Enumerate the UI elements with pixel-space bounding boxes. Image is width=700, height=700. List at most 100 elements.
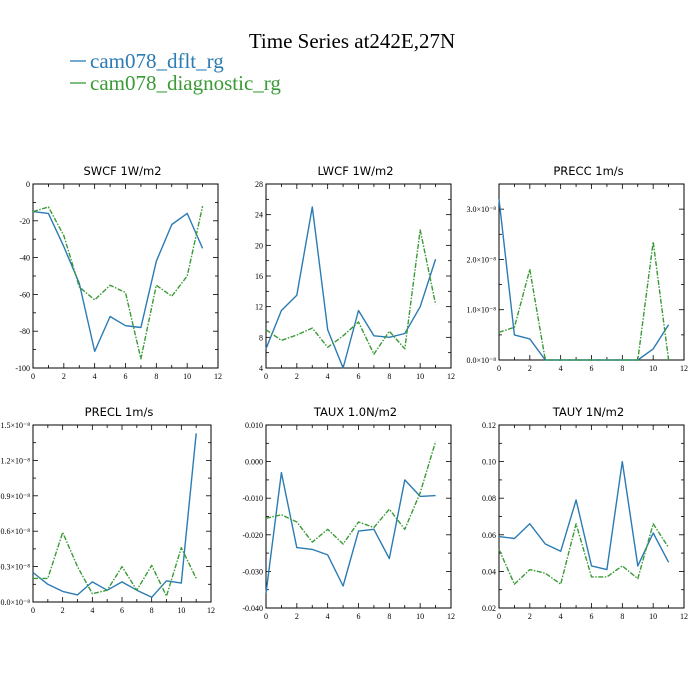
- y-tick-label: 0.06: [482, 531, 496, 540]
- y-tick-label: 28: [255, 180, 263, 189]
- x-tick-label: 2: [295, 372, 299, 381]
- x-tick-label: 4: [93, 372, 97, 381]
- y-tick-label: 0.6×10⁻⁸: [0, 527, 30, 536]
- panel-title-tauy: TAUY 1N/m2: [552, 405, 624, 419]
- y-tick-label: 0.010: [245, 421, 263, 430]
- y-tick-label: -80: [19, 327, 30, 336]
- panel-tauy: TAUY 1N/m2 0 2 4 6 8 10 12 0.12 0.10 0.08 0.06 0.04 0…: [482, 405, 688, 621]
- x-tick-label: 10: [416, 372, 424, 381]
- x-tick-label: 0: [264, 612, 268, 621]
- x-tick-label: 4: [326, 372, 330, 381]
- x-tick-label: 12: [447, 372, 455, 381]
- legend-label-diagnostic: cam078_diagnostic_rg: [90, 71, 281, 95]
- y-tick-label: 0.12: [482, 421, 496, 430]
- panel-title-precl: PRECL 1m/s: [85, 405, 154, 419]
- y-tick-label: 0.04: [482, 567, 496, 576]
- y-tick-label: 4: [259, 364, 263, 373]
- y-tick-label: -100: [15, 364, 30, 373]
- y-tick-label: -0.040: [242, 604, 263, 613]
- plot-frame-tauy: [498, 424, 685, 609]
- panel-grid: SWCF 1W/m20 2 4 6 8 10 120-20-40-60-80-100LWCF…: [0, 164, 688, 621]
- y-tick-label: 1.2×10⁻⁸: [0, 456, 30, 465]
- y-tick-label: 16: [255, 272, 263, 281]
- y-tick-label: 1.5×10⁻⁸: [0, 421, 30, 430]
- y-tick-label: 3.0×10⁻⁸: [466, 205, 496, 214]
- y-tick-label: 0.9×10⁻⁸: [0, 492, 30, 501]
- y-tick-label: 0.0×10⁻⁸: [466, 356, 496, 365]
- y-tick-label: 0.02: [482, 604, 496, 613]
- y-tick-label: 12: [255, 303, 263, 312]
- series-line-swcf-dflt: [32, 210, 204, 353]
- series-line-lwcf-diagnostic: [265, 229, 437, 355]
- y-tick-label: -20: [19, 217, 30, 226]
- series-line-precl-diagnostic: [33, 531, 197, 597]
- plot-frame-taux: [265, 424, 452, 609]
- x-tick-label: 2: [295, 612, 299, 621]
- x-tick-label: 4: [90, 606, 94, 615]
- series-line-lwcf-dflt: [265, 206, 437, 369]
- legend-label-dflt: cam078_dflt_rg: [90, 49, 224, 73]
- panel-taux: TAUX 1.0N/m2 0 2 4 6 8 10 12 0.010 0.000 -0.010 -0.…: [242, 405, 455, 621]
- x-tick-label: 6: [124, 372, 128, 381]
- x-tick-label: 6: [590, 612, 594, 621]
- x-tick-label: 4: [326, 612, 330, 621]
- x-tick-label: 6: [357, 372, 361, 381]
- x-tick-label: 0: [264, 372, 268, 381]
- x-tick-label: 10: [649, 364, 657, 373]
- y-tick-label: 2.0×10⁻⁸: [466, 255, 496, 264]
- y-tick-label: 24: [255, 211, 263, 220]
- y-tick-label: 1.0×10⁻⁸: [466, 306, 496, 315]
- x-tick-label: 4: [559, 612, 563, 621]
- x-tick-label: 10: [177, 606, 185, 615]
- x-tick-label: 10: [183, 372, 191, 381]
- plot-frame-precl: [32, 424, 212, 603]
- x-tick-label: 12: [680, 364, 688, 373]
- series-line-precc-dflt: [498, 199, 670, 361]
- panel-title-lwcf: LWCF 1W/m2: [317, 164, 393, 178]
- x-tick-label: 8: [387, 372, 391, 381]
- x-tick-label: 6: [590, 364, 594, 373]
- x-tick-label: 12: [214, 372, 222, 381]
- series-line-taux-dflt: [265, 471, 436, 594]
- y-tick-label: -60: [19, 290, 30, 299]
- series-line-precl-dflt: [32, 433, 197, 598]
- plot-frame-lwcf: [265, 183, 452, 369]
- panel-precl: PRECL 1m/s 0 2 4 6 8 10 12 0.0×10⁻⁸ 0.3×10⁻⁸ 0.6×1…: [0, 405, 215, 615]
- y-tick-label: 8: [259, 333, 263, 342]
- panel-precc: PRECC 1m/s 0 2 4 6 8 10 12 0.0×10⁻⁸ 1.0×10⁻⁸ 2.0×1…: [466, 164, 688, 373]
- x-tick-label: 8: [387, 612, 391, 621]
- x-tick-label: 2: [528, 612, 532, 621]
- y-tick-label: -0.020: [242, 531, 263, 540]
- series-line-tauy-dflt: [498, 460, 670, 571]
- y-tick-label: -0.030: [242, 567, 263, 576]
- x-tick-label: 8: [154, 372, 158, 381]
- y-tick-label: 0.0×10⁻⁸: [0, 598, 30, 607]
- figure-title: Time Series at242E,27N: [249, 29, 455, 53]
- y-tick-label: 0.10: [482, 458, 496, 467]
- plot-frame-swcf: [32, 183, 219, 369]
- series-line-swcf-diagnostic: [32, 205, 204, 360]
- x-tick-label: 2: [61, 606, 65, 615]
- x-tick-label: 12: [680, 612, 688, 621]
- y-tick-label: 20: [255, 241, 263, 250]
- x-tick-label: 6: [357, 612, 361, 621]
- plot-frame-precc: [498, 183, 685, 361]
- x-tick-label: 6: [120, 606, 124, 615]
- panel-title-swcf: SWCF 1W/m2: [83, 164, 161, 178]
- x-tick-label: 10: [649, 612, 657, 621]
- x-tick-label: 0: [31, 372, 35, 381]
- series-line-taux-diagnostic: [265, 441, 437, 545]
- y-tick-label: 0.08: [482, 494, 496, 503]
- y-tick-label: 0.000: [245, 458, 263, 467]
- x-tick-label: 8: [620, 364, 624, 373]
- panel-title-precc: PRECC 1m/s: [553, 164, 623, 178]
- y-tick-label: 0.3×10⁻⁸: [0, 563, 30, 572]
- x-tick-label: 0: [497, 364, 501, 373]
- x-tick-label: 8: [150, 606, 154, 615]
- panel-swcf: SWCF 1W/m2 0 2 4 6 8 10 12 0 -20 -40 -60 -80 -100: [15, 164, 222, 381]
- panel-title-taux: TAUX 1.0N/m2: [313, 405, 397, 419]
- x-tick-label: 12: [207, 606, 215, 615]
- x-tick-label: 4: [559, 364, 563, 373]
- y-tick-label: -40: [19, 254, 30, 263]
